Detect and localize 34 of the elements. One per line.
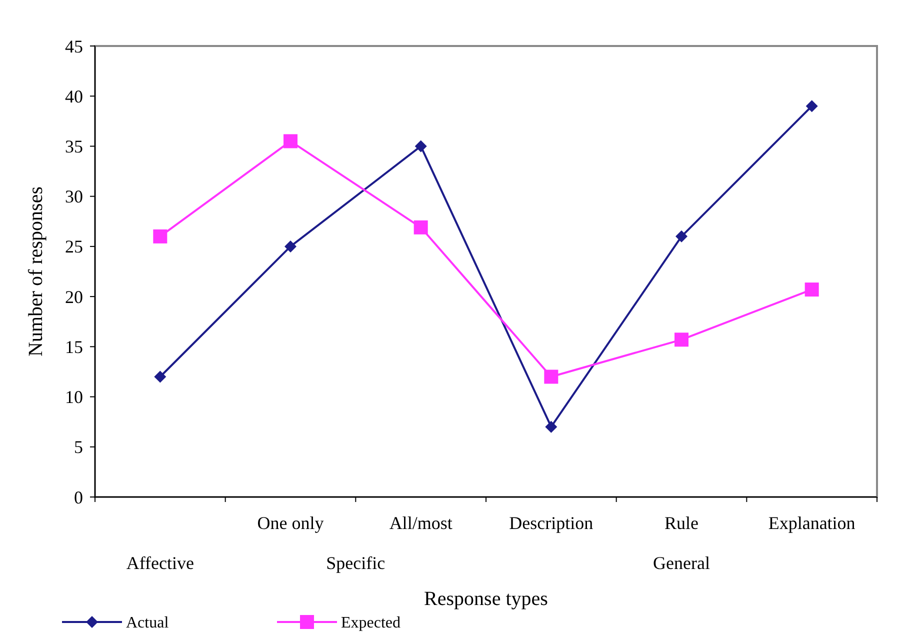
x-tick-label: Explanation — [768, 513, 856, 533]
point — [414, 220, 428, 234]
x-axis-title: Response types — [424, 588, 548, 610]
point — [676, 230, 688, 242]
legend-label: Expected — [341, 614, 401, 632]
text: Affective — [126, 553, 194, 573]
y-tick-label: 10 — [65, 387, 83, 408]
text: Specific — [326, 553, 386, 573]
point — [284, 240, 296, 252]
point — [804, 282, 819, 297]
y-axis-title: Number of responses — [25, 186, 47, 356]
x-tick-label: One only — [257, 513, 324, 533]
x-tick-label: Rule — [664, 513, 699, 533]
point — [154, 370, 166, 383]
point — [674, 332, 688, 347]
y-tick-label: 45 — [65, 36, 83, 56]
y-tick-label: 15 — [65, 336, 83, 357]
x-tick-label: Description — [509, 513, 594, 533]
y-tick-label: 25 — [65, 236, 83, 257]
point — [153, 229, 168, 244]
point — [544, 370, 558, 384]
y-tick-label: 35 — [65, 136, 83, 157]
y-tick-label: 20 — [65, 286, 83, 307]
y-tick-label: 30 — [65, 186, 83, 207]
y-tick-label: 0 — [74, 487, 83, 508]
y-tick-label: 40 — [65, 86, 83, 106]
point — [414, 140, 427, 152]
point — [806, 100, 818, 112]
point — [284, 134, 298, 148]
y-tick-label: 5 — [74, 437, 83, 458]
legend-label: Actual — [126, 614, 170, 632]
point — [545, 420, 558, 433]
text: General — [653, 553, 710, 573]
x-tick-label: All/most — [389, 513, 452, 533]
